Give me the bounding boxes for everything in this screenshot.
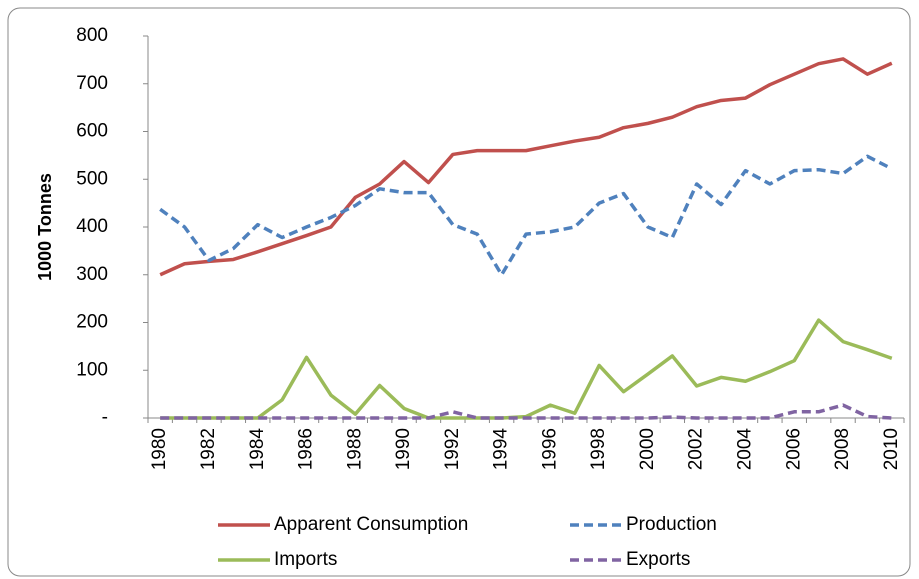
series-line — [159, 154, 893, 277]
legend-label: Exports — [626, 549, 690, 570]
y-tick-label: 800 — [76, 25, 108, 46]
y-tick-label: 400 — [76, 216, 108, 237]
x-tick-label: 1986 — [296, 428, 317, 470]
x-tick-label: 2004 — [734, 428, 755, 471]
x-tick-label: 1992 — [442, 428, 463, 470]
x-tick-label: 2010 — [881, 428, 902, 470]
x-tick-label: 2000 — [637, 428, 658, 470]
y-tick-label: - — [102, 407, 108, 428]
chart-frame — [7, 7, 911, 577]
x-tick-label: 1994 — [491, 428, 512, 471]
y-tick-label: 500 — [76, 168, 108, 189]
y-tick-label: 600 — [76, 121, 108, 142]
y-tick-label: 700 — [76, 73, 108, 94]
x-tick-label: 2002 — [686, 428, 707, 470]
x-tick-label: 1998 — [588, 428, 609, 470]
x-tick-label: 1980 — [149, 428, 170, 470]
x-tick-label: 2008 — [832, 428, 853, 470]
series-line — [160, 403, 892, 420]
legend-label: Apparent Consumption — [274, 514, 468, 535]
x-tick-label: 1990 — [393, 428, 414, 470]
series-line — [159, 57, 893, 277]
x-tick-label: 1982 — [198, 428, 219, 470]
x-tick-label: 1996 — [539, 428, 560, 470]
x-tick-label: 1988 — [344, 428, 365, 470]
y-tick-label: 200 — [76, 312, 108, 333]
legend-label: Imports — [274, 549, 337, 570]
legend-label: Production — [626, 514, 717, 535]
y-axis-title: 1000 Tonnes — [35, 173, 55, 281]
y-tick-label: 300 — [76, 264, 108, 285]
x-tick-label: 2006 — [783, 428, 804, 470]
y-tick-label: 100 — [76, 359, 108, 380]
x-tick-label: 1984 — [247, 428, 268, 471]
